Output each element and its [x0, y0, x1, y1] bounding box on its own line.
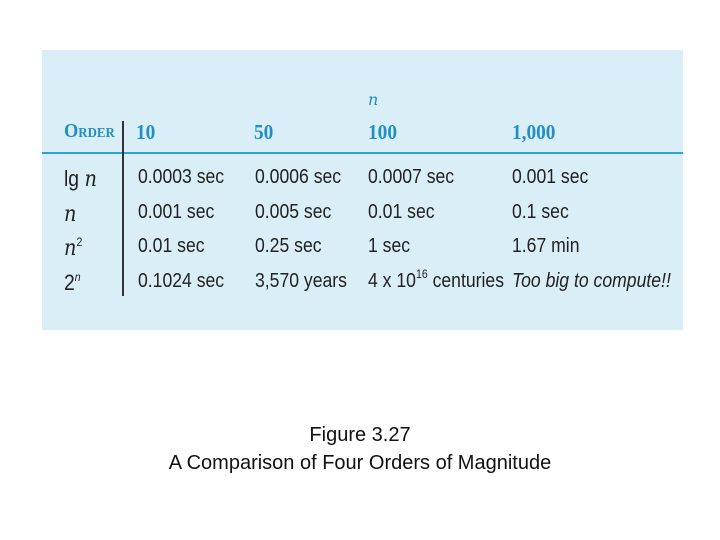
table-cell: 1.67 min: [512, 235, 580, 257]
figure-caption: A Comparison of Four Orders of Magnitude: [168, 452, 552, 474]
table-row: lg n 0.0003 sec 0.0006 sec 0.0007 sec 0.…: [42, 166, 683, 196]
table-cell: 0.01 sec: [138, 235, 205, 257]
header-n-50: 50: [254, 120, 274, 144]
table-cell: 4 x 1016 centuries: [368, 267, 505, 292]
table-cell: 0.001 sec: [138, 201, 215, 223]
table-panel: n Order 10 50 100 1,000 lg n 0.0003 sec …: [42, 50, 683, 330]
header-n-100: 100: [368, 120, 397, 144]
column-divider: [122, 121, 124, 296]
table-row: 2n 0.1024 sec 3,570 years 4 x 1016 centu…: [42, 267, 683, 300]
header-order: Order: [64, 120, 115, 142]
row-function: n: [64, 202, 77, 227]
table-cell: 0.001 sec: [512, 166, 589, 188]
figure-number: Figure 3.27: [309, 424, 411, 446]
row-function: lg n: [64, 166, 97, 192]
table-cell: 0.0006 sec: [255, 166, 342, 188]
header-rule: [42, 152, 683, 154]
header-n-10: 10: [136, 120, 156, 144]
table-cell: 0.01 sec: [368, 201, 435, 223]
table-cell: 0.1024 sec: [138, 270, 225, 292]
table-cell: 0.0007 sec: [368, 166, 455, 188]
table-cell: Too big to compute!!: [512, 270, 671, 292]
table-cell: 3,570 years: [255, 270, 347, 292]
table-cell: 0.0003 sec: [138, 166, 225, 188]
row-function: 2n: [64, 270, 81, 295]
header-n-1000: 1,000: [512, 120, 556, 144]
table-row: n 0.001 sec 0.005 sec 0.01 sec 0.1 sec: [42, 201, 683, 231]
table-cell: 0.005 sec: [255, 201, 332, 223]
row-function: n2: [64, 235, 83, 261]
table-row: n2 0.01 sec 0.25 sec 1 sec 1.67 min: [42, 235, 683, 265]
table-cell: 0.25 sec: [255, 235, 322, 257]
n-column-group-label: n: [368, 90, 379, 109]
table-cell: 1 sec: [368, 235, 411, 257]
table-cell: 0.1 sec: [512, 201, 569, 223]
table-header-row: Order 10 50 100 1,000: [42, 120, 683, 150]
